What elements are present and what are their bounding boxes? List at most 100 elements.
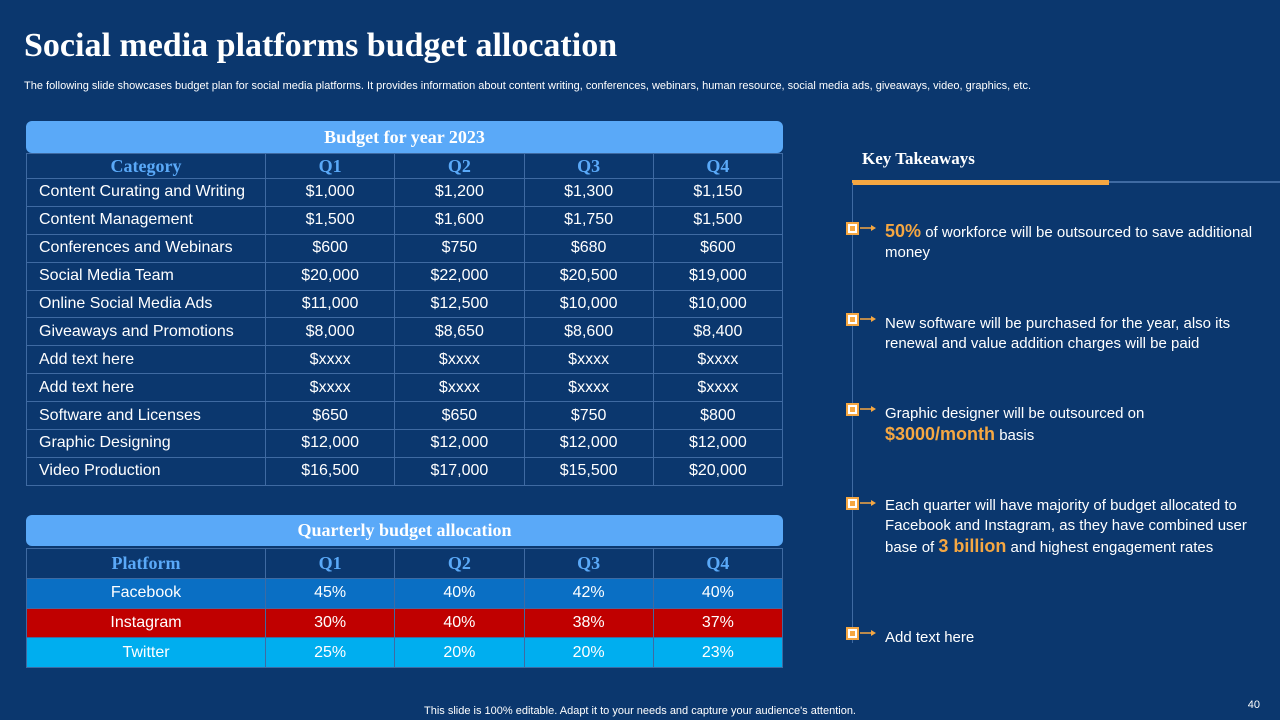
- takeaway-text: Add text here: [885, 628, 1255, 648]
- value-cell: $xxxx: [652, 345, 784, 375]
- value-cell: $600: [652, 233, 784, 263]
- value-cell: $1,750: [523, 205, 654, 235]
- category-cell: Content Management: [26, 205, 266, 235]
- value-cell: $12,000: [652, 429, 784, 458]
- value-cell: $650: [394, 401, 525, 431]
- table-row: Content Curating and Writing $1,000 $1,200…: [26, 178, 784, 207]
- arrow-right-icon: [860, 630, 876, 636]
- value-cell: $1,000: [264, 178, 396, 207]
- table-row: Giveaways and Promotions $8,000 $8,650 $8,6…: [26, 317, 784, 347]
- value-cell: $12,000: [523, 429, 654, 458]
- percent-cell: 40%: [394, 578, 525, 609]
- takeaway-text-part: Graphic designer will be outsourced on: [885, 405, 1145, 422]
- category-cell: Giveaways and Promotions: [26, 317, 266, 347]
- platform-cell: Twitter: [26, 637, 266, 669]
- value-cell: $10,000: [652, 289, 784, 319]
- value-cell: $17,000: [394, 456, 525, 486]
- value-cell: $600: [264, 233, 396, 263]
- value-cell: $20,000: [652, 456, 784, 486]
- takeaway-text: Graphic designer will be outsourced on $…: [885, 404, 1255, 446]
- value-cell: $20,500: [523, 261, 654, 291]
- takeaway-highlight: $3000/month: [885, 424, 996, 444]
- takeaways-accent-bar: [852, 180, 1109, 185]
- value-cell: $800: [652, 401, 784, 431]
- table-row: Add text here $xxxx $xxxx $xxxx $xxxx: [26, 373, 784, 403]
- value-cell: $15,500: [523, 456, 654, 486]
- slide-title: Social media platforms budget allocation: [24, 27, 618, 64]
- category-cell: Software and Licenses: [26, 401, 266, 431]
- table-row: Graphic Designing $12,000 $12,000 $12,000 $1…: [26, 429, 784, 458]
- category-cell: Conferences and Webinars: [26, 233, 266, 263]
- percent-cell: 20%: [394, 637, 525, 669]
- takeaway-marker-icon: [846, 403, 859, 416]
- takeaway-highlight: 50%: [885, 221, 922, 241]
- takeaway-text-part: basis: [995, 427, 1035, 444]
- takeaway-text-part: Each quarter will have majority of budge…: [885, 497, 1247, 556]
- value-cell: $12,000: [394, 429, 525, 458]
- value-cell: $10,000: [523, 289, 654, 319]
- percent-cell: 40%: [652, 578, 784, 609]
- takeaway-highlight: 3 billion: [938, 536, 1007, 556]
- header-q2: Q2: [394, 153, 525, 179]
- category-cell: Add text here: [26, 345, 266, 375]
- value-cell: $xxxx: [394, 373, 525, 403]
- percent-cell: 42%: [523, 578, 654, 609]
- value-cell: $16,500: [264, 456, 396, 486]
- header-category: Category: [26, 153, 266, 179]
- allocation-table: Platform Q1 Q2 Q3 Q4 Facebook 45% 40% 42% 40…: [26, 548, 784, 669]
- slide-subtitle: The following slide showcases budget pla…: [24, 80, 1032, 92]
- category-cell: Video Production: [26, 456, 266, 486]
- takeaway-text-part: of workforce will be outsourced to save …: [885, 224, 1253, 261]
- header-q4: Q4: [652, 548, 784, 579]
- table-row: Add text here $xxxx $xxxx $xxxx $xxxx: [26, 345, 784, 375]
- percent-cell: 40%: [394, 607, 525, 639]
- percent-cell: 37%: [652, 607, 784, 639]
- percent-cell: 38%: [523, 607, 654, 639]
- value-cell: $750: [394, 233, 525, 263]
- value-cell: $xxxx: [264, 373, 396, 403]
- value-cell: $xxxx: [264, 345, 396, 375]
- category-cell: Online Social Media Ads: [26, 289, 266, 319]
- arrow-right-icon: [860, 316, 876, 322]
- header-q3: Q3: [523, 548, 654, 579]
- value-cell: $xxxx: [523, 345, 654, 375]
- header-q1: Q1: [264, 548, 396, 579]
- table-row: Facebook 45% 40% 42% 40%: [26, 578, 784, 609]
- takeaway-text-part: and highest engagement rates: [1006, 539, 1214, 556]
- allocation-banner: Quarterly budget allocation: [26, 515, 783, 546]
- percent-cell: 23%: [652, 637, 784, 669]
- table-row: Content Management $1,500 $1,600 $1,750 $1,5…: [26, 205, 784, 235]
- budget-table: Category Q1 Q2 Q3 Q4 Content Curating an…: [26, 153, 784, 486]
- category-cell: Social Media Team: [26, 261, 266, 291]
- value-cell: $11,000: [264, 289, 396, 319]
- value-cell: $1,150: [652, 178, 784, 207]
- percent-cell: 45%: [264, 578, 396, 609]
- value-cell: $1,600: [394, 205, 525, 235]
- value-cell: $1,200: [394, 178, 525, 207]
- table-row: Video Production $16,500 $17,000 $15,500 $20…: [26, 456, 784, 486]
- value-cell: $8,400: [652, 317, 784, 347]
- value-cell: $20,000: [264, 261, 396, 291]
- table-row: Online Social Media Ads $11,000 $12,500 $10…: [26, 289, 784, 319]
- takeaway-marker-icon: [846, 222, 859, 235]
- takeaway-marker-icon: [846, 627, 859, 640]
- arrow-right-icon: [860, 500, 876, 506]
- table-row: Software and Licenses $650 $650 $750 $800: [26, 401, 784, 431]
- value-cell: $12,500: [394, 289, 525, 319]
- page-number: 40: [1247, 699, 1260, 711]
- category-cell: Add text here: [26, 373, 266, 403]
- percent-cell: 30%: [264, 607, 396, 639]
- takeaway-text: Each quarter will have majority of budge…: [885, 496, 1255, 558]
- takeaway-text-part: Add text here: [885, 629, 975, 646]
- header-q2: Q2: [394, 548, 525, 579]
- header-platform: Platform: [26, 548, 266, 579]
- table-row: Conferences and Webinars $600 $750 $680 $600: [26, 233, 784, 263]
- arrow-right-icon: [860, 225, 876, 231]
- percent-cell: 20%: [523, 637, 654, 669]
- value-cell: $650: [264, 401, 396, 431]
- takeaway-marker-icon: [846, 313, 859, 326]
- value-cell: $1,500: [652, 205, 784, 235]
- value-cell: $22,000: [394, 261, 525, 291]
- table-row: Twitter 25% 20% 20% 23%: [26, 637, 784, 669]
- value-cell: $8,000: [264, 317, 396, 347]
